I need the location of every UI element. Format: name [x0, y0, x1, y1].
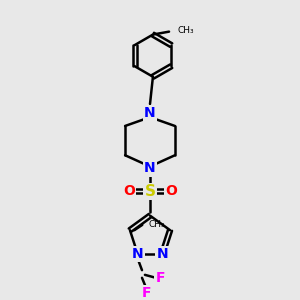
- Text: CH₃: CH₃: [148, 220, 165, 230]
- Text: F: F: [155, 271, 165, 285]
- Text: CH₃: CH₃: [177, 26, 194, 35]
- Text: N: N: [144, 106, 156, 120]
- Text: O: O: [123, 184, 135, 198]
- Text: F: F: [142, 286, 151, 300]
- Text: S: S: [145, 184, 155, 199]
- Text: N: N: [157, 247, 168, 261]
- Text: N: N: [132, 247, 143, 261]
- Text: O: O: [165, 184, 177, 198]
- Text: N: N: [144, 161, 156, 176]
